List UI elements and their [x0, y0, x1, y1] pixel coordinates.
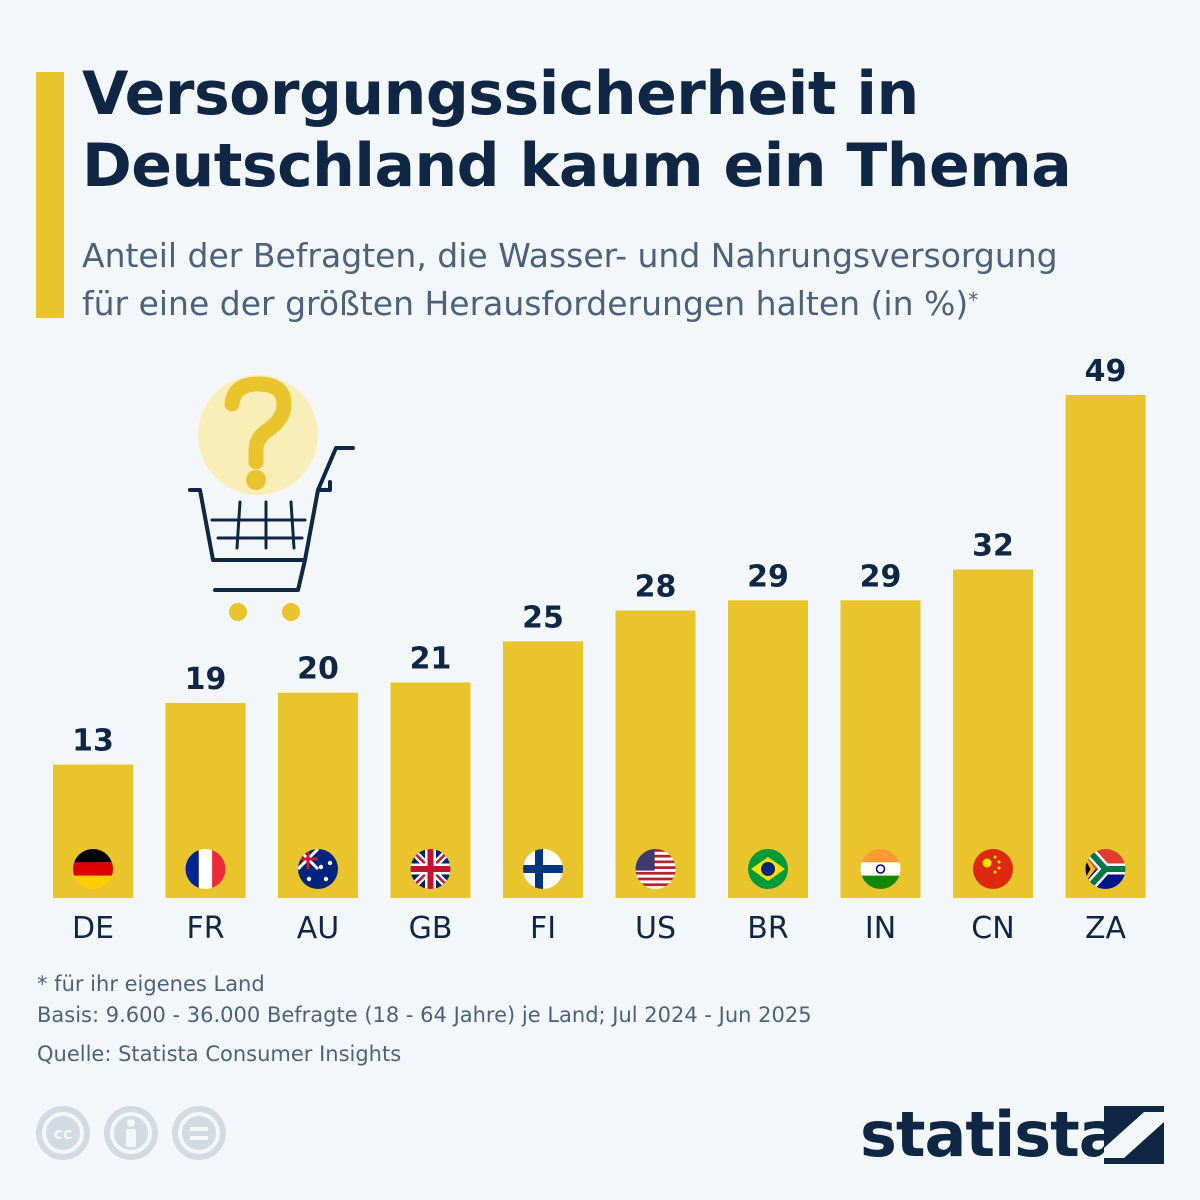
value-label-in: 29 — [860, 559, 902, 594]
attribution-icon[interactable] — [104, 1106, 158, 1160]
statista-wordmark: statista — [860, 1098, 1121, 1171]
subtitle-line-2: für eine der größten Herausforderungen h… — [82, 284, 969, 323]
category-label-us: US — [635, 911, 676, 946]
value-label-au: 20 — [297, 652, 339, 687]
no-derivatives-icon[interactable] — [172, 1106, 226, 1160]
china-flag — [973, 849, 1013, 889]
subtitle-line-1: Anteil der Befragten, die Wasser- und Na… — [82, 236, 1058, 275]
category-label-za: ZA — [1085, 911, 1127, 946]
category-label-in: IN — [865, 911, 896, 946]
usa-flag — [635, 849, 676, 889]
cc-icon[interactable]: cc — [36, 1106, 90, 1160]
france-flag — [185, 849, 226, 889]
license-icons: cc — [36, 1106, 226, 1160]
category-label-cn: CN — [971, 911, 1014, 946]
value-label-za: 49 — [1085, 354, 1127, 389]
category-label-fi: FI — [530, 911, 556, 946]
statista-logo-icon — [1104, 1106, 1164, 1164]
south-africa-flag — [1085, 849, 1126, 889]
page-title: Versorgungssicherheit in Deutschland kau… — [82, 58, 1162, 202]
title-line-2: Deutschland kaum ein Thema — [82, 131, 1072, 201]
category-label-fr: FR — [186, 911, 224, 946]
category-label-de: DE — [72, 911, 114, 946]
value-label-fr: 19 — [185, 662, 227, 697]
value-label-br: 29 — [747, 559, 789, 594]
bar-chart: 13 DE 19 FR 20 AU 21 GB 25 FI 28 US 29 BR 29 IN 32 CN 49 ZA — [53, 354, 1146, 946]
accent-bar — [36, 72, 64, 318]
title-line-1: Versorgungssicherheit in — [82, 59, 919, 129]
value-label-us: 28 — [635, 570, 677, 605]
svg-text:cc: cc — [54, 1124, 73, 1143]
value-label-cn: 32 — [972, 529, 1014, 564]
brazil-flag — [748, 849, 788, 889]
bar-br — [728, 600, 808, 898]
germany-flag — [73, 849, 113, 889]
uk-flag — [410, 849, 451, 889]
bar-za — [1065, 395, 1146, 898]
value-label-fi: 25 — [522, 600, 564, 635]
value-label-de: 13 — [72, 724, 114, 759]
india-flag — [860, 849, 901, 889]
footnote: * für ihr eigenes Land — [37, 972, 265, 996]
subtitle: Anteil der Befragten, die Wasser- und Na… — [82, 232, 1182, 328]
bar-in — [840, 600, 921, 898]
finland-flag — [523, 849, 563, 889]
shopping-cart-question-icon — [188, 375, 355, 621]
category-label-au: AU — [297, 911, 339, 946]
australia-flag — [298, 849, 338, 889]
category-label-gb: GB — [409, 911, 453, 946]
basis-note: Basis: 9.600 - 36.000 Befragte (18 - 64 … — [37, 1003, 812, 1027]
source-note: Quelle: Statista Consumer Insights — [37, 1042, 402, 1066]
value-label-gb: 21 — [410, 641, 452, 676]
bar-cn — [953, 569, 1033, 898]
category-label-br: BR — [747, 911, 788, 946]
subtitle-footnote-mark: * — [968, 288, 979, 312]
